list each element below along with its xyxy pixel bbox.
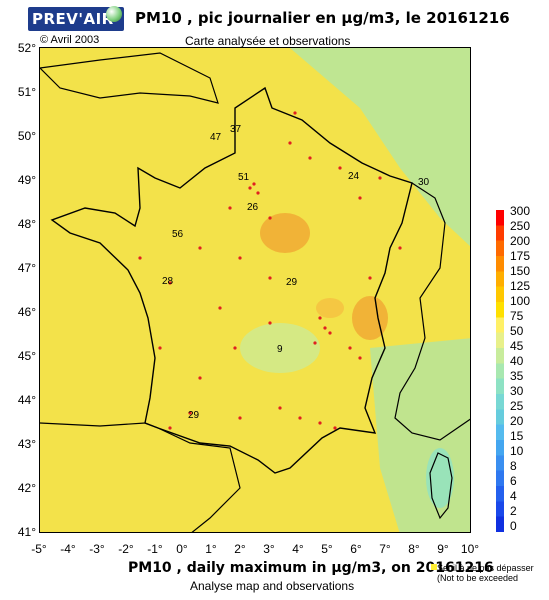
lat-tick: 41°	[17, 525, 36, 539]
lat-tick: 44°	[17, 393, 36, 407]
legend-label: 75	[510, 309, 524, 323]
station-value: 47	[210, 132, 222, 143]
lon-tick: 0°	[176, 542, 188, 556]
legend-label: 2	[510, 504, 517, 518]
station-value: 56	[172, 229, 184, 240]
station-value: 29	[286, 277, 298, 288]
logo-text: PREV'AIR	[32, 10, 114, 28]
legend-color-bar	[496, 210, 504, 532]
legend-label: 10	[510, 444, 524, 458]
legend-label: 40	[510, 354, 524, 368]
map-canvas: 47 37 51 26 24 30 56 28 29 9 29	[40, 48, 470, 532]
lon-tick: -4°	[60, 542, 76, 556]
corsica-zone	[426, 448, 454, 508]
legend-label: 300	[510, 204, 531, 218]
legend-label: 4	[510, 489, 517, 503]
footer-title: PM10 , daily maximum in μg/m3, on 201612…	[128, 560, 494, 576]
lon-tick: -5°	[31, 542, 47, 556]
legend-label: 50	[510, 324, 524, 338]
lon-tick: 3°	[263, 542, 275, 556]
page-subtitle: Carte analysée et observations	[185, 34, 351, 48]
globe-icon	[106, 6, 122, 22]
station-value: 9	[277, 344, 283, 355]
station-value: 26	[247, 202, 259, 213]
station-value: 29	[188, 410, 200, 421]
copyright: © Avril 2003	[40, 34, 100, 46]
legend-label: 175	[510, 249, 531, 263]
lat-tick: 51°	[17, 85, 36, 99]
threshold-marker	[431, 564, 437, 570]
lat-tick: 46°	[17, 305, 36, 319]
legend-label: 25	[510, 399, 524, 413]
spain-coast	[40, 422, 241, 532]
footer-subtitle: Analyse map and observations	[190, 579, 355, 593]
lon-tick: 7°	[379, 542, 391, 556]
lon-tick: -1°	[147, 542, 163, 556]
threshold-line-1: Seuil à ne pas dépasser	[437, 563, 534, 573]
legend-label: 15	[510, 429, 524, 443]
legend-label: 8	[510, 459, 517, 473]
eastern-border	[394, 182, 470, 441]
high-zone-1	[260, 213, 310, 253]
lat-tick: 43°	[17, 437, 36, 451]
lat-tick: 50°	[17, 129, 36, 143]
legend-label: 45	[510, 339, 524, 353]
lat-tick: 45°	[17, 349, 36, 363]
northeast-low-zone	[290, 48, 470, 247]
page-title: PM10 , pic journalier en μg/m3, le 20161…	[135, 9, 510, 27]
threshold-line-2: (Not to be exceeded	[437, 573, 519, 583]
legend-label: 35	[510, 369, 524, 383]
france-border	[50, 86, 413, 474]
pm10-map: 47 37 51 26 24 30 56 28 29 9 29	[39, 47, 471, 533]
high-zone-3	[316, 298, 344, 318]
lon-tick: 8°	[408, 542, 420, 556]
threshold-note: Seuil à ne pas dépasser (Not to be excee…	[437, 563, 534, 583]
legend-label: 20	[510, 414, 524, 428]
central-low-zone	[240, 323, 320, 373]
lat-tick: 42°	[17, 481, 36, 495]
lat-tick: 48°	[17, 217, 36, 231]
lat-tick: 49°	[17, 173, 36, 187]
legend-label: 150	[510, 264, 531, 278]
lon-tick: 9°	[437, 542, 449, 556]
legend-label: 100	[510, 294, 531, 308]
legend-label: 125	[510, 279, 531, 293]
corsica-border	[429, 452, 453, 520]
lon-tick: 6°	[350, 542, 362, 556]
lon-tick: -2°	[118, 542, 134, 556]
lon-tick: 5°	[321, 542, 333, 556]
high-zone-2	[352, 296, 388, 340]
legend-label: 200	[510, 234, 531, 248]
legend-label: 6	[510, 474, 517, 488]
lon-tick: 1°	[205, 542, 217, 556]
station-value: 24	[348, 171, 360, 182]
legend-label: 0	[510, 519, 517, 533]
lon-tick: 4°	[292, 542, 304, 556]
station-markers	[138, 111, 402, 430]
uk-coast	[40, 52, 219, 104]
legend-label: 250	[510, 219, 531, 233]
station-value: 37	[230, 124, 242, 135]
station-value: 51	[238, 172, 250, 183]
legend-label: 30	[510, 384, 524, 398]
lon-tick: 2°	[234, 542, 246, 556]
station-value: 30	[418, 177, 430, 188]
lon-tick: -3°	[89, 542, 105, 556]
lat-tick: 47°	[17, 261, 36, 275]
lat-tick: 52°	[17, 41, 36, 55]
lon-tick: 10°	[460, 542, 480, 556]
station-value: 28	[162, 276, 174, 287]
